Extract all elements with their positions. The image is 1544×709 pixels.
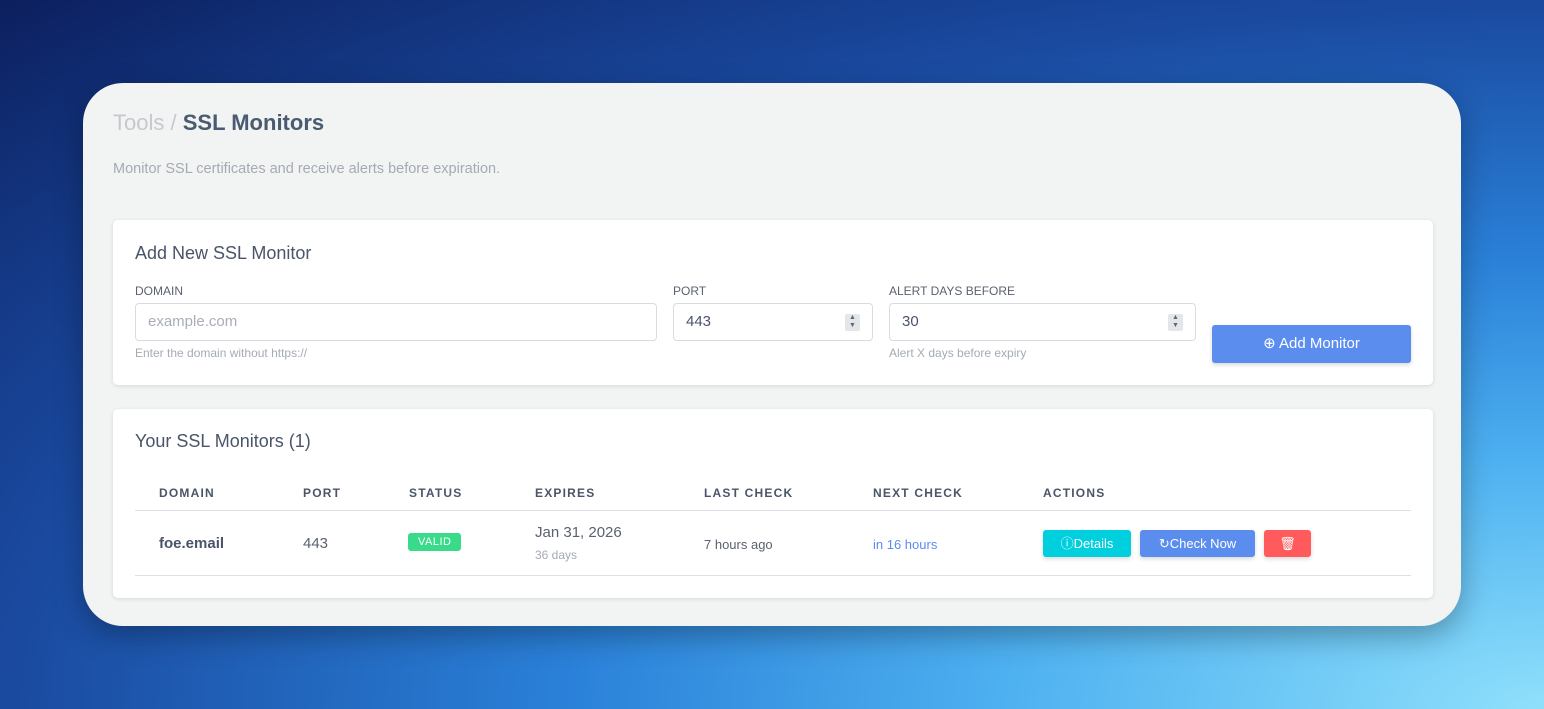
refresh-icon: ↻ — [1158, 536, 1170, 551]
col-next-check: NEXT CHECK — [873, 486, 964, 500]
port-label: PORT — [673, 284, 707, 298]
breadcrumb-separator: / — [170, 110, 177, 135]
monitors-card: Your SSL Monitors (1) DOMAIN PORT STATUS… — [113, 409, 1433, 598]
col-status: STATUS — [409, 486, 463, 500]
row-expires: Jan 31, 2026 — [535, 524, 622, 541]
details-button[interactable]: ⓘDetails — [1043, 530, 1131, 557]
breadcrumb: Tools / SSL Monitors — [113, 110, 324, 136]
row-port: 443 — [303, 535, 329, 552]
page-subtitle: Monitor SSL certificates and receive ale… — [113, 161, 501, 177]
col-last-check: LAST CHECK — [704, 486, 794, 500]
delete-button[interactable]: 🗑 — [1264, 530, 1311, 557]
alert-days-label: ALERT DAYS BEFORE — [889, 284, 1016, 298]
divider — [135, 510, 1411, 511]
domain-label: DOMAIN — [135, 284, 183, 298]
check-now-button[interactable]: ↻Check Now — [1140, 530, 1255, 557]
breadcrumb-parent[interactable]: Tools — [113, 110, 165, 135]
plus-circle-icon: ⊕ — [1263, 335, 1276, 352]
row-expires-in: 36 days — [535, 548, 578, 562]
app-window: Tools / SSL Monitors Monitor SSL certifi… — [83, 83, 1461, 626]
row-last-check: 7 hours ago — [704, 537, 773, 552]
card-title: Add New SSL Monitor — [135, 243, 312, 263]
spinner-icon[interactable]: ▲ ▼ — [845, 314, 860, 331]
col-expires: EXPIRES — [535, 486, 596, 500]
status-badge: VALID — [408, 533, 462, 551]
col-domain: DOMAIN — [159, 486, 215, 500]
col-port: PORT — [303, 486, 342, 500]
alert-days-input[interactable]: 30 ▲ ▼ — [889, 303, 1196, 341]
info-icon: ⓘ — [1060, 536, 1074, 551]
add-monitor-button[interactable]: ⊕ Add Monitor — [1212, 325, 1411, 363]
trash-icon: 🗑 — [1279, 536, 1296, 551]
page-title: SSL Monitors — [182, 110, 325, 135]
row-domain: foe.email — [159, 535, 225, 552]
alert-days-hint: Alert X days before expiry — [889, 346, 1027, 360]
port-value: 443 — [686, 313, 712, 330]
domain-input[interactable]: example.com — [135, 303, 657, 341]
add-monitor-label: Add Monitor — [1279, 335, 1360, 352]
alert-days-value: 30 — [902, 313, 919, 330]
check-now-label: Check Now — [1169, 536, 1237, 551]
details-label: Details — [1073, 536, 1114, 551]
col-actions: ACTIONS — [1043, 486, 1106, 500]
domain-hint: Enter the domain without https:// — [135, 346, 308, 360]
spinner-icon[interactable]: ▲ ▼ — [1168, 314, 1183, 331]
add-monitor-card: Add New SSL Monitor DOMAIN example.com E… — [113, 220, 1433, 385]
port-input[interactable]: 443 ▲ ▼ — [673, 303, 873, 341]
divider — [135, 575, 1411, 576]
card-title: Your SSL Monitors (1) — [135, 431, 311, 451]
row-next-check: in 16 hours — [873, 537, 938, 552]
